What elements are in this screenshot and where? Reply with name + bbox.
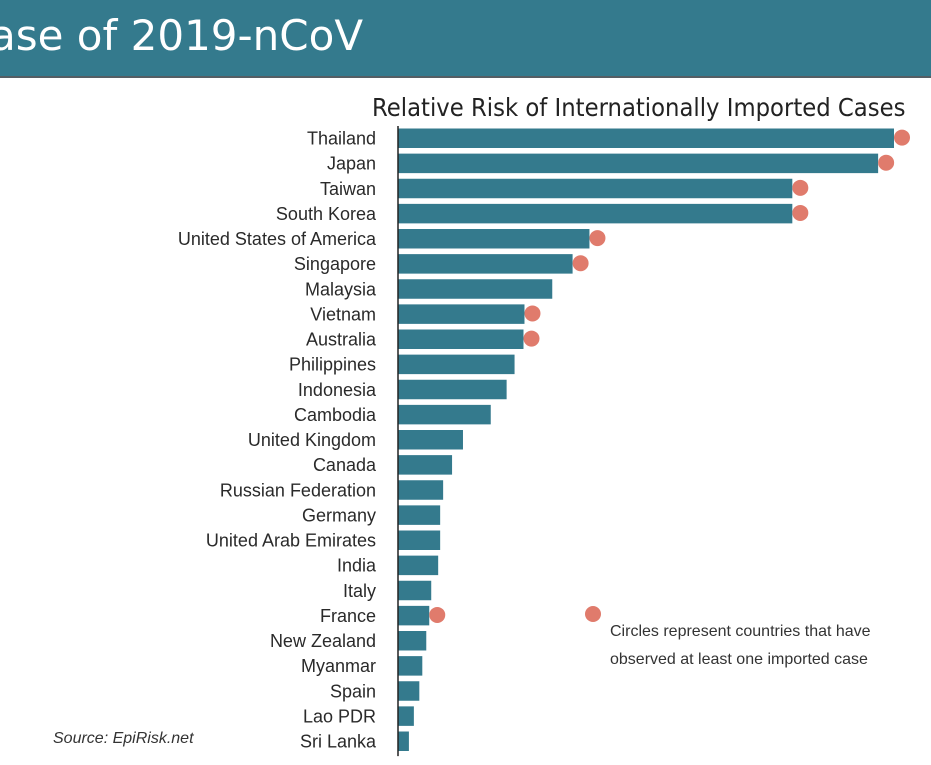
imported-case-dot-japan [878, 154, 895, 171]
bar-italy [398, 580, 432, 601]
category-label: Myanmar [301, 656, 376, 676]
category-label: Singapore [294, 254, 376, 274]
header-banner: ase of 2019-nCoV [0, 0, 931, 78]
bar-taiwan [398, 178, 793, 199]
bar-germany [398, 505, 441, 525]
category-label: Germany [302, 505, 376, 525]
category-label: South Korea [276, 204, 377, 224]
category-label: Japan [327, 154, 376, 174]
category-label: United States of America [178, 229, 377, 249]
source-note: Source: EpiRisk.net [53, 730, 194, 747]
bar-australia [398, 329, 524, 349]
bar-france [398, 605, 430, 626]
imported-case-dot-singapore [572, 255, 589, 272]
category-label: Indonesia [298, 380, 377, 400]
bar-philippines [398, 354, 515, 375]
imported-case-dot-vietnam [524, 305, 541, 322]
imported-case-dot-united-states-of-america [589, 230, 606, 247]
bar-united-kingdom [398, 430, 463, 450]
page-title: ase of 2019-nCoV [0, 11, 364, 60]
bar-japan [398, 153, 879, 174]
bar-canada [398, 455, 453, 475]
category-label: Lao PDR [303, 706, 376, 726]
category-label: Spain [330, 681, 376, 701]
imported-case-dot-thailand [894, 129, 910, 146]
category-label: Russian Federation [220, 480, 376, 500]
category-label: Canada [313, 455, 377, 475]
bar-south-korea [398, 203, 793, 224]
bar-sri-lanka [398, 731, 409, 751]
bar-thailand [398, 128, 894, 148]
legend-circle-icon [585, 606, 601, 622]
bar-myanmar [398, 656, 423, 676]
category-label: Taiwan [320, 179, 376, 199]
category-label: Australia [306, 330, 377, 350]
bar-new-zealand [398, 631, 427, 651]
imported-case-dot-south-korea [792, 204, 809, 221]
bar-united-arab-emirates [398, 530, 441, 550]
category-label: Cambodia [294, 405, 377, 425]
bar-india [398, 555, 439, 576]
bar-united-states-of-america [398, 229, 590, 249]
bar-lao-pdr [398, 706, 414, 726]
legend-text: Circles represent countries that have ob… [610, 623, 871, 668]
bar-russian-federation [398, 480, 444, 500]
imported-case-dot-taiwan [792, 179, 809, 196]
category-label: Sri Lanka [300, 732, 377, 752]
bar-indonesia [398, 379, 507, 400]
bar-singapore [398, 254, 573, 274]
category-label: United Kingdom [248, 430, 376, 450]
category-label: New Zealand [270, 631, 376, 651]
imported-case-dot-australia [523, 330, 540, 347]
category-label: Thailand [307, 129, 376, 149]
bar-spain [398, 681, 420, 701]
category-label: Philippines [289, 355, 376, 375]
bar-cambodia [398, 404, 491, 425]
category-label: Italy [343, 581, 376, 601]
category-label: United Arab Emirates [206, 531, 376, 551]
category-label: India [337, 556, 377, 576]
category-label: Malaysia [305, 279, 377, 299]
bar-malaysia [398, 279, 553, 299]
imported-case-dot-france [429, 606, 446, 623]
chart-title: Relative Risk of Internationally Importe… [372, 93, 906, 122]
bar-vietnam [398, 304, 525, 324]
category-label: France [320, 606, 376, 626]
category-label: Vietnam [310, 304, 376, 324]
